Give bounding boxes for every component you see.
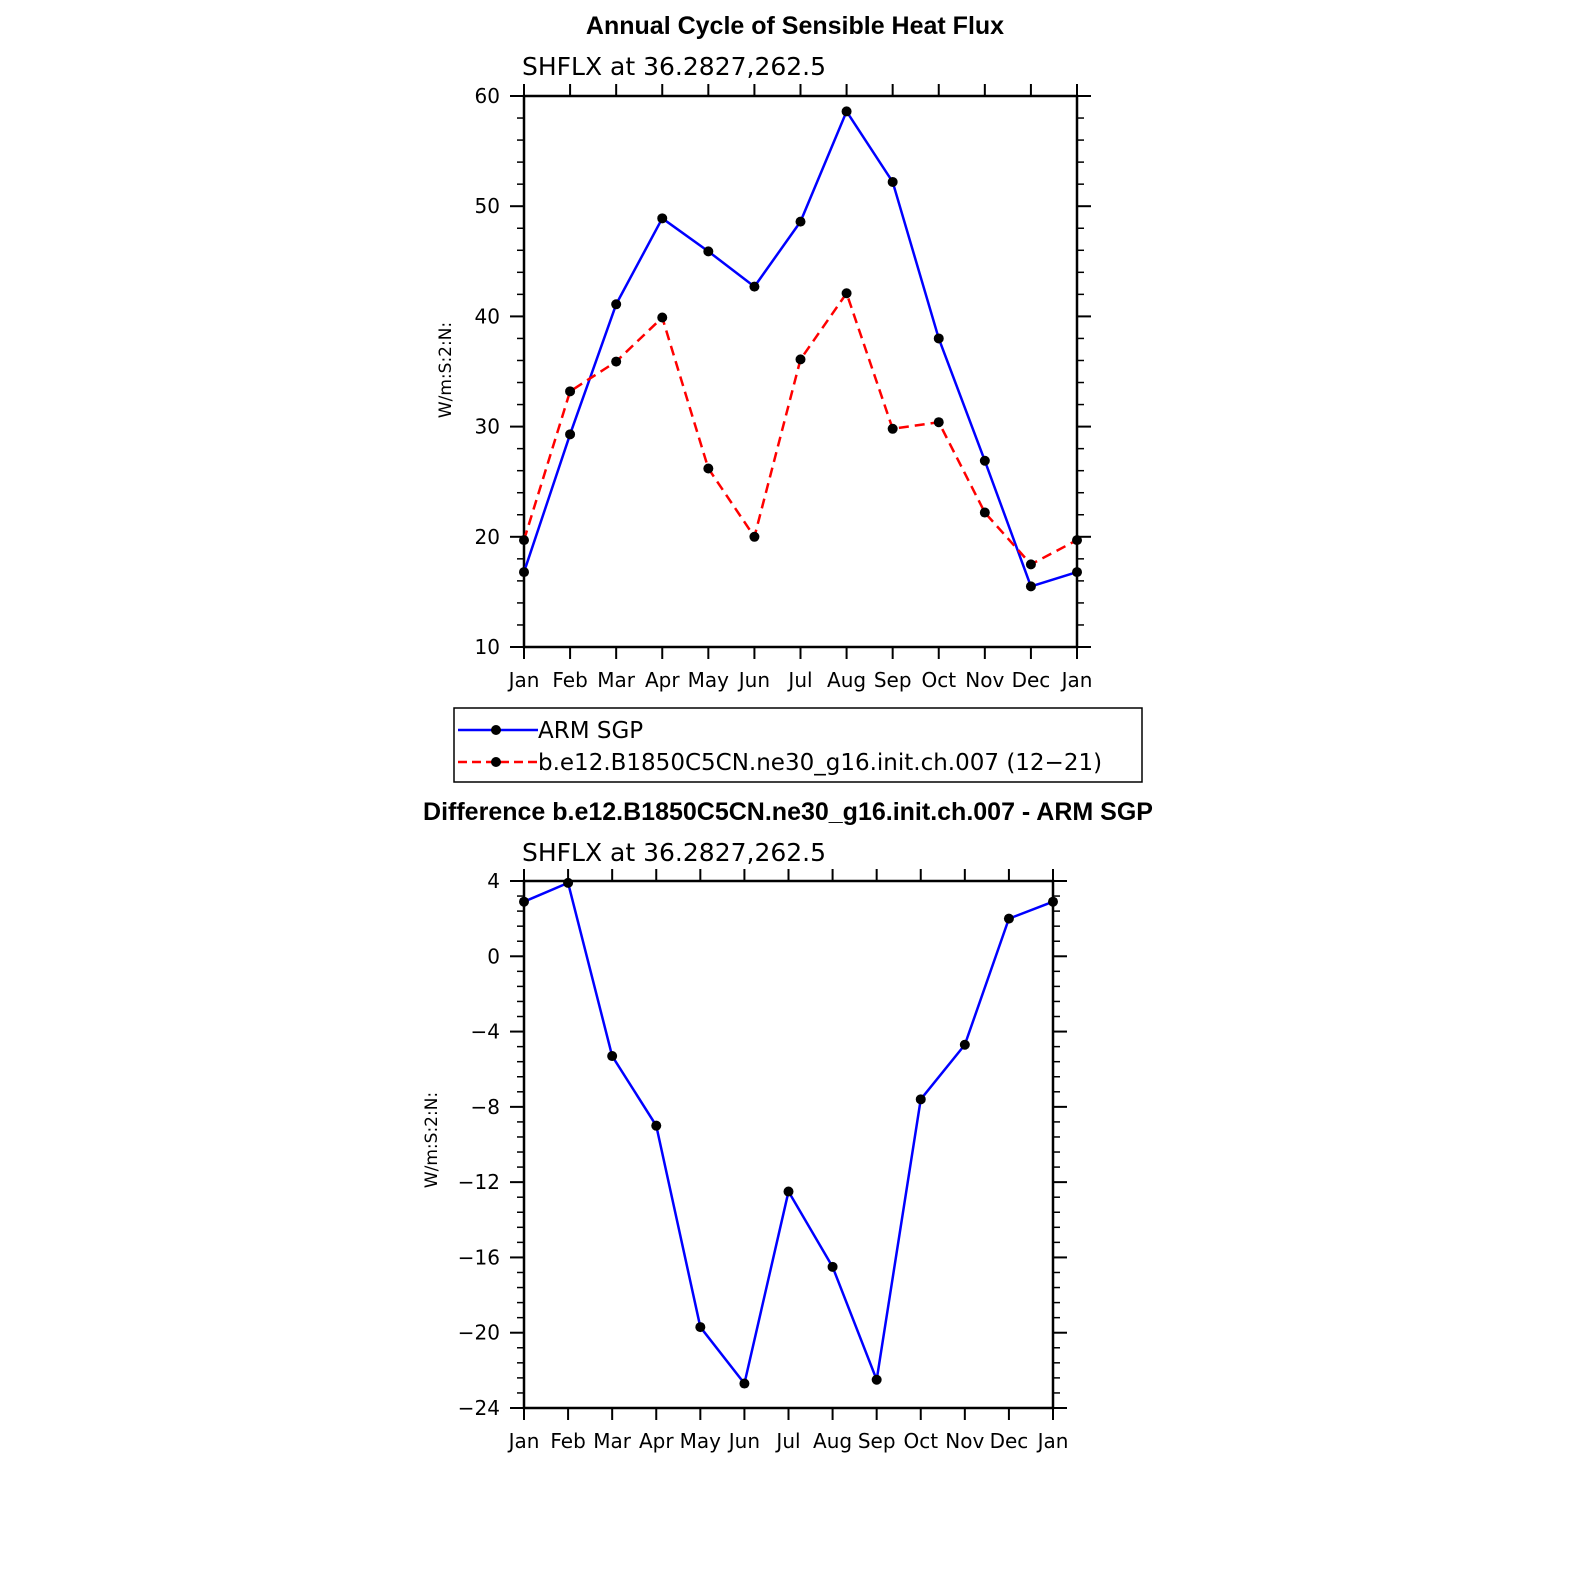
chart1-x-tick-label: Oct	[921, 668, 956, 692]
chart2-x-tick-label: Jun	[727, 1429, 760, 1453]
chart2-series-0-point	[519, 896, 529, 907]
chart1-y-tick-label: 50	[475, 194, 500, 218]
chart1-x-tick-label: Jul	[786, 668, 812, 692]
chart1-plot-frame	[522, 94, 1079, 649]
chart2-series-0-point	[827, 1261, 838, 1272]
chart1-series-0-point	[841, 106, 852, 117]
chart1-y-tick-label: 10	[475, 635, 500, 659]
chart1-subtitle: SHFLX at 36.2827,262.5	[522, 52, 826, 81]
chart1-x-tick-label: Feb	[552, 668, 587, 692]
chart2-series-0-point	[915, 1094, 926, 1105]
chart1-series-0-point	[611, 299, 622, 310]
chart1-y-tick-label: 60	[475, 84, 500, 108]
chart2-y-tick-label: −12	[458, 1170, 500, 1194]
legend-marker-model	[491, 757, 501, 767]
chart1-series-1-point	[979, 507, 990, 518]
chart2-x-tick-label: Jan	[1036, 1429, 1069, 1453]
legend: ARM SGP b.e12.B1850C5CN.ne30_g16.init.ch…	[453, 707, 1143, 783]
chart2-y-tick-label: −4	[471, 1020, 500, 1044]
chart1-series-1-point	[565, 386, 576, 397]
chart2-x-tick-label: Nov	[945, 1429, 984, 1453]
chart2-y-tick-label: −24	[458, 1396, 500, 1420]
chart2-subtitle: SHFLX at 36.2827,262.5	[522, 838, 826, 867]
chart1-x-tick-label: Mar	[597, 668, 636, 692]
legend-label-arm-sgp: ARM SGP	[538, 718, 643, 744]
chart1-x-tick-label: Jan	[507, 668, 540, 692]
chart1-y-tick-label: 20	[475, 525, 500, 549]
chart1-series-1-point	[519, 535, 529, 546]
chart2-plot: Jan Feb Mar Apr May Jun Jul Aug Sep Oct Nov Dec Jan−…	[458, 869, 1069, 1453]
chart2-series-0-point	[563, 877, 574, 888]
chart1-plot: Jan Feb Mar Apr May Jun Jul Aug Sep Oct Nov Dec Jan 1…	[475, 84, 1093, 692]
chart2-series-0-point	[607, 1051, 618, 1062]
chart1-series-0-point	[749, 281, 760, 292]
chart2-title: Difference b.e12.B1850C5CN.ne30_g16.init…	[423, 798, 1153, 826]
chart1-x-tick-label: Dec	[1012, 668, 1051, 692]
chart2-x-tick-label: Apr	[639, 1429, 674, 1453]
chart1-series-1-point	[1025, 559, 1036, 570]
chart1-series-1-point	[841, 288, 852, 299]
chart1-series-1-point	[611, 356, 622, 367]
chart2-x-tick-label: Sep	[858, 1429, 896, 1453]
chart2-y-axis-label: W/m:S:2:N:	[422, 1092, 442, 1188]
chart2-series-0-point	[783, 1186, 794, 1197]
legend-marker-arm-sgp	[491, 725, 501, 735]
chart1-y-axis-label: W/m:S:2:N:	[436, 322, 456, 418]
legend-box	[453, 707, 1143, 783]
chart2-x-tick-label: May	[680, 1429, 722, 1453]
chart1-x-tick-label: Nov	[965, 668, 1004, 692]
chart1-series-1-point	[795, 354, 806, 365]
chart1-series-0-point	[565, 429, 576, 440]
chart2-x-tick-label: Mar	[593, 1429, 632, 1453]
chart2-series-0-point	[651, 1120, 662, 1131]
chart1-series-0-line	[522, 110, 1078, 588]
chart1-series-1-point	[1072, 535, 1082, 546]
chart2-series-0-point	[959, 1039, 970, 1050]
chart1-y-tick-label: 40	[475, 304, 500, 328]
chart1-series-0-point	[657, 213, 668, 224]
chart2-x-tick-label: Feb	[550, 1429, 585, 1453]
chart2-series-0-point	[695, 1322, 706, 1333]
chart1-series-1-point	[749, 531, 760, 542]
chart2-x-tick-label: Jan	[507, 1429, 540, 1453]
chart2-y-tick-label: −16	[458, 1245, 500, 1269]
chart1-x-tick-label: Apr	[645, 668, 680, 692]
chart1-series-0-point	[1025, 581, 1036, 592]
chart2-y-tick-label: −20	[458, 1321, 500, 1345]
chart1-title: Annual Cycle of Sensible Heat Flux	[586, 12, 1004, 40]
chart1-y-tick-label: 30	[475, 415, 500, 439]
chart2-y-tick-label: −8	[471, 1095, 500, 1119]
chart1-series-0-point	[1072, 567, 1082, 578]
chart1-series-0-point	[703, 246, 714, 257]
chart1-series-0-point	[979, 455, 990, 466]
chart1-x-tick-label: May	[688, 668, 730, 692]
chart1-series-1-point	[657, 312, 668, 323]
chart2-plot-frame	[522, 879, 1055, 1410]
chart1-series-0-point	[795, 216, 806, 227]
chart2-series-0-point	[1003, 913, 1014, 924]
chart2-x-tick-label: Oct	[903, 1429, 938, 1453]
chart1-series-1-point	[887, 423, 898, 434]
chart2-x-tick-label: Jul	[774, 1429, 800, 1453]
chart1-x-tick-label: Jan	[1060, 668, 1093, 692]
legend-label-model: b.e12.B1850C5CN.ne30_g16.init.ch.007 (12…	[538, 750, 1102, 776]
chart1-series-0-point	[933, 333, 944, 344]
chart1-x-tick-label: Jun	[737, 668, 770, 692]
chart1-series-0-point	[887, 176, 898, 187]
chart1-x-tick-label: Aug	[827, 668, 866, 692]
chart2-series-0-point	[1048, 896, 1058, 907]
chart1-x-tick-label: Sep	[874, 668, 912, 692]
chart2-series-0-line	[523, 881, 1054, 1385]
chart2-x-tick-label: Dec	[990, 1429, 1029, 1453]
chart1-series-1-point	[703, 463, 714, 474]
chart1-series-0-point	[519, 567, 529, 578]
chart2-series-0-point	[739, 1378, 750, 1389]
chart2-y-tick-label: 4	[487, 869, 500, 893]
chart2-y-tick-label: 0	[487, 944, 500, 968]
chart2-x-tick-label: Aug	[813, 1429, 852, 1453]
chart1-series-1-point	[933, 417, 944, 428]
chart2-series-0-point	[871, 1374, 882, 1385]
